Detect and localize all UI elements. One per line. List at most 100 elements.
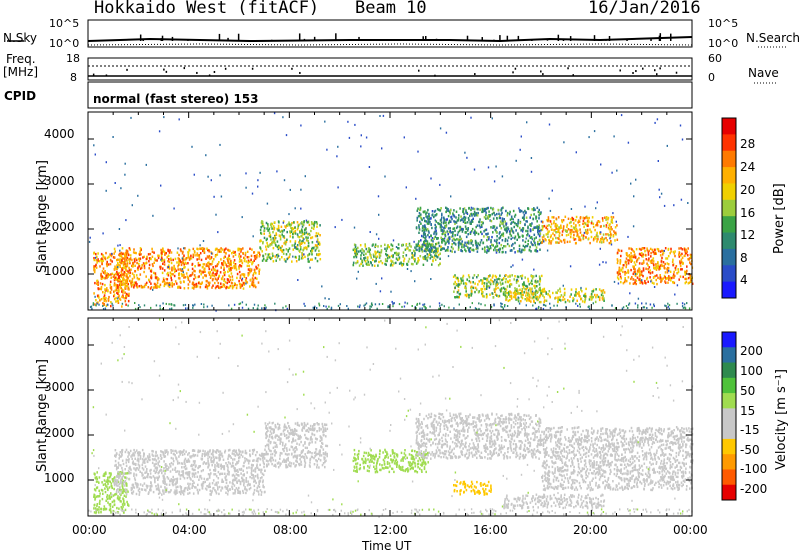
power-echo-noise	[497, 248, 500, 251]
power-echo	[170, 261, 173, 265]
power-echo-fringe	[626, 307, 629, 309]
power-echo	[561, 230, 564, 233]
power-echo	[533, 207, 535, 210]
power-echo	[215, 269, 217, 273]
power-echo	[300, 242, 302, 245]
velocity-echo	[115, 463, 117, 467]
power-echo	[209, 263, 211, 266]
power-echo	[491, 276, 494, 279]
power-echo	[121, 288, 123, 291]
power-echo	[143, 266, 146, 270]
velocity-echo	[241, 455, 244, 458]
freq-dot	[208, 74, 211, 77]
power-echo	[642, 259, 645, 263]
power-echo	[190, 274, 192, 277]
power-echo-noise	[430, 278, 432, 280]
velocity-echo	[205, 453, 208, 456]
power-echo	[502, 234, 505, 238]
power-echo	[539, 212, 542, 216]
power-echo	[566, 230, 568, 233]
power-echo	[229, 284, 232, 288]
power-echo	[109, 259, 112, 262]
velocity-echo	[113, 503, 116, 507]
power-echo	[578, 294, 580, 297]
power-echo	[655, 268, 658, 271]
power-echo-fringe	[518, 302, 521, 305]
power-echo	[610, 233, 612, 236]
power-echo	[563, 238, 566, 242]
power-echo	[596, 231, 598, 235]
power-echo	[233, 265, 235, 268]
velocity-echo	[235, 477, 238, 480]
velocity-echo	[120, 500, 122, 503]
power-echo	[139, 250, 141, 253]
power-echo	[593, 237, 595, 241]
velocity-echo	[122, 472, 125, 475]
vel-cb-tick-100: 100	[740, 364, 763, 378]
power-echo	[494, 274, 497, 278]
power-echo	[180, 260, 182, 264]
power-echo	[119, 279, 121, 282]
power-echo	[302, 233, 304, 236]
power-echo	[163, 269, 166, 272]
power-echo	[434, 252, 437, 256]
velocity-echo	[104, 490, 107, 494]
power-echo	[309, 258, 312, 261]
power-echo	[242, 247, 244, 250]
xtick-0000: 00:00	[72, 523, 107, 537]
power-echo	[447, 249, 449, 252]
power-echo	[178, 260, 180, 263]
power-echo-noise	[111, 252, 113, 255]
power-echo	[507, 228, 510, 231]
power-echo	[125, 258, 128, 261]
velocity-echo	[137, 460, 140, 463]
power-echo	[366, 263, 369, 266]
power-echo	[559, 239, 562, 242]
power-echo	[301, 240, 303, 243]
power-echo	[516, 250, 519, 253]
power-echo	[512, 230, 514, 233]
power-echo	[548, 290, 551, 293]
power-echo	[192, 247, 195, 251]
power-echo	[227, 261, 230, 264]
velocity-echo	[180, 462, 183, 465]
power-echo	[169, 271, 172, 274]
power-echo	[119, 274, 122, 277]
power-echo	[100, 272, 102, 276]
velocity-echo	[183, 452, 186, 456]
power-echo	[134, 260, 136, 263]
power-echo-fringe	[203, 306, 205, 309]
power-echo	[251, 248, 253, 251]
power-echo-fringe	[200, 303, 203, 305]
power-echo	[608, 234, 610, 237]
power-echo	[150, 257, 152, 261]
power-echo	[220, 258, 222, 261]
power-echo	[469, 250, 471, 253]
power-echo	[160, 265, 162, 269]
vel-cb-tick-50: 50	[740, 384, 756, 398]
power-echo	[433, 256, 435, 259]
power-echo	[518, 250, 521, 253]
power-echo	[215, 285, 218, 288]
power-echo-fringe	[475, 308, 478, 310]
power-echo-fringe	[469, 306, 471, 309]
power-echo-noise	[611, 171, 613, 174]
power-echo	[211, 260, 214, 263]
velocity-echo	[203, 477, 206, 481]
power-echo-fringe	[112, 304, 114, 307]
power-echo	[424, 255, 426, 258]
power-echo	[504, 237, 507, 241]
power-echo	[208, 265, 210, 268]
power-echo	[418, 244, 421, 247]
power-echo	[440, 207, 442, 210]
power-echo	[256, 256, 258, 259]
power-echo	[420, 246, 422, 249]
power-echo	[256, 277, 258, 280]
power-echo	[397, 258, 400, 261]
power-echo	[126, 251, 129, 254]
power-echo	[105, 289, 107, 292]
power-echo	[546, 219, 548, 222]
power-echo	[672, 275, 674, 278]
velocity-echo	[134, 478, 137, 482]
power-echo	[428, 222, 430, 225]
